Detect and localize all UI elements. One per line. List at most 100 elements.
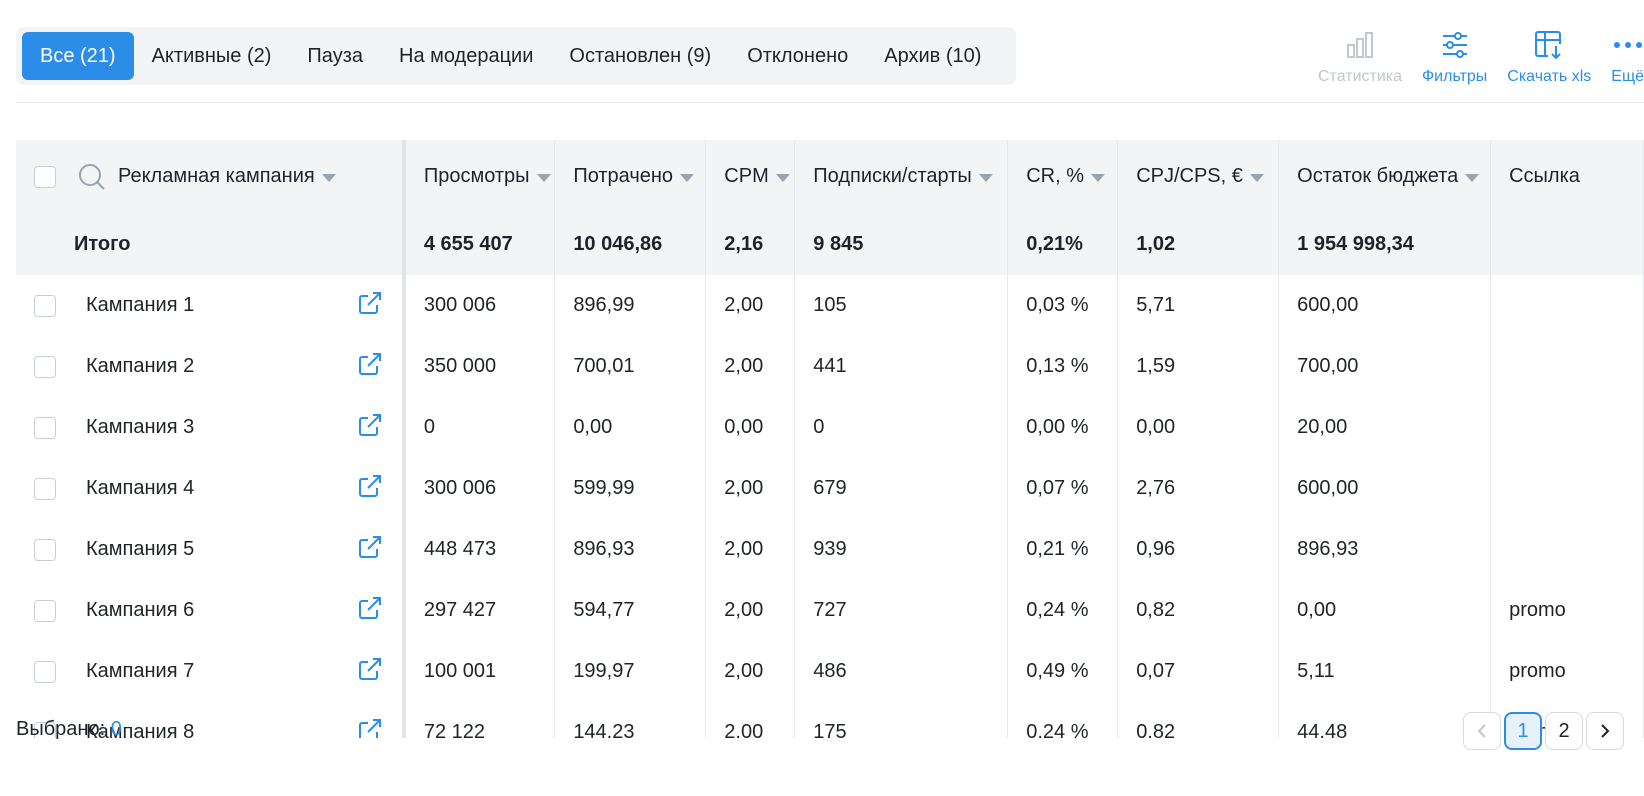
table-row[interactable]: Кампания 3 0 0,00 0,00 0 0,00 % 0,00 20,00	[16, 397, 1644, 458]
cell-subs: 486	[813, 660, 847, 682]
sort-caret-icon[interactable]	[978, 173, 993, 182]
cell-views: 448 473	[423, 538, 497, 560]
column-header-cpj[interactable]: CPJ/CPS, €	[1117, 140, 1280, 213]
table-row[interactable]: Кампания 6 297 427 594,77 2,00 727 0,24 % 0,82…	[16, 580, 1644, 641]
cell-cpj: 0,07	[1136, 660, 1176, 682]
row-checkbox[interactable]	[34, 660, 56, 683]
external-link-icon[interactable]	[358, 718, 382, 738]
cell-link[interactable]: promo	[1509, 599, 1566, 621]
table-row[interactable]: Кампания 4 300 006 599,99 2,00 679 0,07 % 2,76…	[16, 458, 1644, 519]
row-checkbox[interactable]	[34, 416, 56, 439]
sort-caret-icon[interactable]	[1249, 173, 1264, 182]
cell-cpm: 2,00	[724, 355, 764, 377]
cell-views: 297 427	[423, 599, 497, 621]
table-row[interactable]: Кампания 1 300 006 896,99 2,00 105 0,03 % 5,71…	[16, 275, 1644, 336]
cell-cr: 0,24 %	[1026, 599, 1089, 621]
column-header-campaign[interactable]: Рекламная кампания	[16, 140, 406, 213]
column-header-cpm[interactable]: CPM	[705, 140, 796, 213]
cell-cpj: 1,59	[1136, 355, 1176, 377]
cell-views: 300 006	[423, 294, 497, 316]
sort-caret-icon[interactable]	[536, 173, 551, 182]
total-budget: 1 954 998,34	[1297, 232, 1414, 255]
external-link-icon[interactable]	[358, 291, 382, 321]
chevron-right-icon	[1601, 724, 1610, 738]
page-1-button[interactable]: 1	[1504, 712, 1542, 750]
campaigns-table: Рекламная кампания Просмотры Потрачено C…	[16, 140, 1644, 738]
bar-chart-icon	[1345, 28, 1375, 62]
table-row[interactable]: Кампания 8 72 122 144,23 2,00 175 0,24 % 0,82 4…	[16, 702, 1644, 738]
cell-budget: 600,00	[1297, 294, 1359, 316]
cell-cpj: 0,82	[1136, 721, 1176, 738]
cell-cpm: 2,00	[724, 477, 764, 499]
row-checkbox[interactable]	[34, 477, 56, 500]
page-2-button[interactable]: 2	[1545, 712, 1583, 750]
external-link-icon[interactable]	[358, 657, 382, 687]
sort-caret-icon[interactable]	[1091, 173, 1106, 182]
cell-cpj: 5,71	[1136, 294, 1176, 316]
campaign-name[interactable]: Кампания 4	[86, 477, 195, 499]
cell-views: 300 006	[423, 477, 497, 499]
external-link-icon[interactable]	[358, 413, 382, 443]
external-link-icon[interactable]	[358, 596, 382, 626]
cell-cr: 0,00 %	[1026, 416, 1089, 438]
table-row[interactable]: Кампания 2 350 000 700,01 2,00 441 0,13 % 1,59…	[16, 336, 1644, 397]
download-xls-button[interactable]: Скачать xls	[1507, 28, 1591, 88]
table-row[interactable]: Кампания 5 448 473 896,93 2,00 939 0,21 % 0,96…	[16, 519, 1644, 580]
cell-views: 350 000	[423, 355, 497, 377]
column-header-spent[interactable]: Потрачено	[554, 140, 707, 213]
row-checkbox[interactable]	[34, 599, 56, 622]
campaign-name[interactable]: Кампания 7	[86, 660, 195, 682]
cell-spent: 144,23	[573, 721, 635, 738]
campaign-name[interactable]: Кампания 5	[86, 538, 195, 560]
campaign-name[interactable]: Кампания 8	[86, 721, 195, 738]
row-checkbox[interactable]	[34, 538, 56, 561]
external-link-icon[interactable]	[358, 535, 382, 565]
more-button[interactable]: Ещё	[1611, 28, 1644, 88]
sort-caret-icon[interactable]	[321, 173, 336, 182]
search-icon[interactable]	[78, 163, 106, 191]
filters-button[interactable]: Фильтры	[1422, 28, 1487, 88]
sort-caret-icon[interactable]	[1465, 173, 1480, 182]
tab-active[interactable]: Активные (2)	[151, 44, 272, 67]
chevron-left-icon	[1477, 724, 1486, 738]
row-checkbox[interactable]	[34, 294, 56, 317]
prev-page-button[interactable]	[1463, 712, 1501, 750]
cell-spent: 594,77	[573, 599, 635, 621]
tab-stopped[interactable]: Остановлен (9)	[569, 44, 712, 67]
divider	[16, 102, 1644, 103]
cell-cpj: 0,96	[1136, 538, 1176, 560]
row-checkbox[interactable]	[34, 355, 56, 378]
campaign-name[interactable]: Кампания 2	[86, 355, 195, 377]
external-link-icon[interactable]	[358, 352, 382, 382]
sliders-icon	[1441, 28, 1469, 62]
cell-link[interactable]: promo	[1509, 660, 1566, 682]
campaign-name[interactable]: Кампания 6	[86, 599, 195, 621]
column-header-link[interactable]: Ссылка	[1490, 140, 1644, 213]
column-header-cr[interactable]: CR, %	[1007, 140, 1119, 213]
sort-caret-icon[interactable]	[680, 173, 695, 182]
campaigns-table-container[interactable]: Рекламная кампания Просмотры Потрачено C…	[16, 140, 1644, 738]
column-header-views[interactable]: Просмотры	[403, 140, 556, 213]
cell-cpm: 2,00	[724, 721, 764, 738]
tab-archive[interactable]: Архив (10)	[884, 44, 982, 67]
column-header-subscriptions[interactable]: Подписки/старты	[794, 140, 1009, 213]
cell-cr: 0,03 %	[1026, 294, 1089, 316]
column-header-budget[interactable]: Остаток бюджета	[1278, 140, 1492, 213]
campaign-name[interactable]: Кампания 3	[86, 416, 195, 438]
tab-moderation[interactable]: На модерации	[399, 44, 534, 67]
tab-rejected[interactable]: Отклонено	[747, 44, 849, 67]
tab-all[interactable]: Все (21)	[22, 32, 134, 80]
cell-cr: 0,24 %	[1026, 721, 1089, 738]
cell-spent: 896,99	[573, 294, 635, 316]
campaign-name[interactable]: Кампания 1	[86, 294, 195, 316]
sort-caret-icon[interactable]	[775, 173, 790, 182]
row-checkbox[interactable]	[34, 721, 56, 738]
tab-paused[interactable]: Пауза	[307, 44, 363, 67]
cell-views: 100 001	[423, 660, 497, 682]
next-page-button[interactable]	[1586, 712, 1624, 750]
selected-number: 0	[110, 718, 122, 740]
table-row[interactable]: Кампания 7 100 001 199,97 2,00 486 0,49 % 0,07…	[16, 641, 1644, 702]
select-all-checkbox[interactable]	[34, 165, 56, 188]
statistics-button[interactable]: Статистика	[1318, 28, 1402, 88]
external-link-icon[interactable]	[358, 474, 382, 504]
